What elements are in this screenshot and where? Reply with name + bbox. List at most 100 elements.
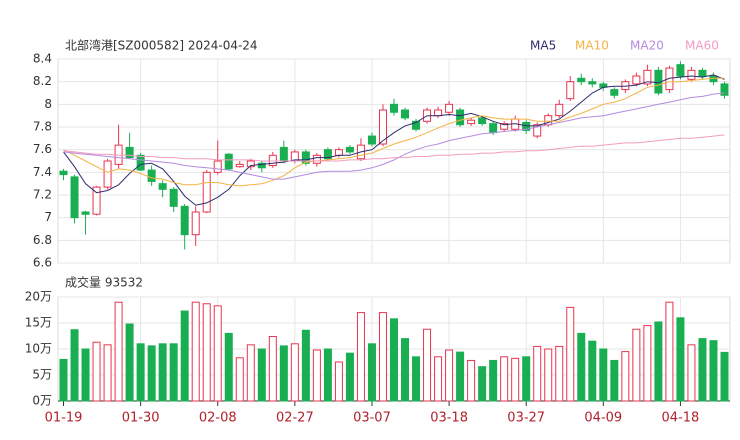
x-tick-label: 03-27 xyxy=(507,411,545,426)
volume-bar xyxy=(191,301,200,402)
candle-body xyxy=(147,169,156,182)
candle-body xyxy=(378,109,387,145)
candle-body xyxy=(632,75,641,85)
volume-bar xyxy=(632,328,641,402)
x-tick-label: 02-08 xyxy=(199,411,237,426)
candle-body xyxy=(125,146,134,159)
x-tick-label: 03-07 xyxy=(353,411,391,426)
volume-bar xyxy=(522,356,531,402)
candle-body xyxy=(180,205,189,236)
volume-bar xyxy=(180,310,189,402)
volume-bar xyxy=(610,359,619,402)
volume-bar xyxy=(147,345,156,402)
x-tick-label: 01-30 xyxy=(122,411,160,426)
volume-tick-label: 0万 xyxy=(32,394,52,408)
candle-body xyxy=(367,135,376,145)
candle-body xyxy=(676,64,685,77)
volume-bar xyxy=(687,344,696,402)
ma-line xyxy=(63,74,725,206)
volume-bar xyxy=(577,332,586,402)
volume-bar xyxy=(445,349,454,402)
volume-bar xyxy=(599,348,608,402)
volume-bar xyxy=(709,340,718,402)
volume-bar xyxy=(621,351,630,402)
candle-body xyxy=(412,120,421,130)
candle-body xyxy=(169,188,178,207)
volume-bar xyxy=(566,306,575,402)
candle-body xyxy=(720,83,729,96)
x-tick-label: 02-27 xyxy=(276,411,314,426)
volume-bar xyxy=(235,357,244,402)
candle-body xyxy=(345,146,354,153)
candle-body xyxy=(687,69,696,80)
volume-bar xyxy=(257,348,266,402)
candle-body xyxy=(202,171,211,213)
volume-bar xyxy=(125,323,134,402)
legend-label: MA60 xyxy=(685,39,719,53)
candle-body xyxy=(323,149,332,160)
y-tick-label: 8 xyxy=(44,97,52,111)
volume-bar xyxy=(92,341,101,402)
volume-bar xyxy=(390,318,398,402)
volume-bar xyxy=(423,328,432,402)
x-tick-label: 01-19 xyxy=(45,411,83,426)
volume-bar xyxy=(103,344,112,402)
candle-body xyxy=(279,146,288,162)
x-tick-label: 04-09 xyxy=(584,411,622,426)
y-tick-label: 7.2 xyxy=(33,188,52,202)
volume-bar xyxy=(588,340,597,402)
volume-bar xyxy=(224,332,233,402)
y-tick-label: 6.8 xyxy=(33,233,52,247)
candle-body xyxy=(522,121,531,131)
volume-tick-label: 15万 xyxy=(25,316,52,330)
volume-bar xyxy=(70,329,79,402)
volume-bar xyxy=(81,348,90,402)
candle-body xyxy=(191,211,200,236)
volume-bar xyxy=(59,358,68,402)
candle-body xyxy=(224,153,233,170)
candle-body xyxy=(610,89,619,96)
candle-body xyxy=(401,109,410,119)
candle-body xyxy=(467,119,476,125)
y-tick-label: 7 xyxy=(44,210,52,224)
x-tick-label: 04-18 xyxy=(662,411,700,426)
volume-bar xyxy=(114,301,123,402)
y-tick-label: 8.2 xyxy=(33,74,52,88)
candle-body xyxy=(698,69,707,77)
volume-bar xyxy=(555,345,564,402)
volume-title: 成交量 93532 xyxy=(65,275,143,290)
candle-body xyxy=(334,149,343,156)
volume-bar xyxy=(676,317,685,402)
candle-body xyxy=(588,81,597,85)
volume-bar xyxy=(489,359,498,402)
candle-body xyxy=(136,154,145,171)
volume-bar xyxy=(643,325,652,402)
y-tick-label: 6.6 xyxy=(33,256,52,270)
volume-bar xyxy=(202,303,211,402)
legend-label: MA20 xyxy=(630,39,664,53)
ma-line xyxy=(63,92,725,180)
volume-tick-label: 5万 xyxy=(32,368,52,382)
candle-body xyxy=(70,176,79,219)
candle-body xyxy=(158,183,167,190)
volume-bar xyxy=(720,351,729,402)
volume-bar xyxy=(533,345,542,402)
candle-body xyxy=(235,163,244,168)
volume-bar xyxy=(279,345,288,402)
volume-bar xyxy=(290,343,299,402)
volume-tick-label: 10万 xyxy=(25,342,52,356)
volume-bar xyxy=(345,352,354,402)
y-tick-label: 7.8 xyxy=(33,120,52,134)
volume-bar xyxy=(136,343,145,402)
volume-bar xyxy=(698,338,707,402)
volume-bar xyxy=(500,356,509,402)
volume-bar xyxy=(456,351,465,402)
candle-body xyxy=(268,154,277,167)
volume-bar xyxy=(323,348,332,402)
volume-tick-label: 20万 xyxy=(25,290,52,304)
legend-label: MA10 xyxy=(575,39,609,53)
volume-bar xyxy=(334,361,343,402)
candle-body xyxy=(566,81,575,100)
